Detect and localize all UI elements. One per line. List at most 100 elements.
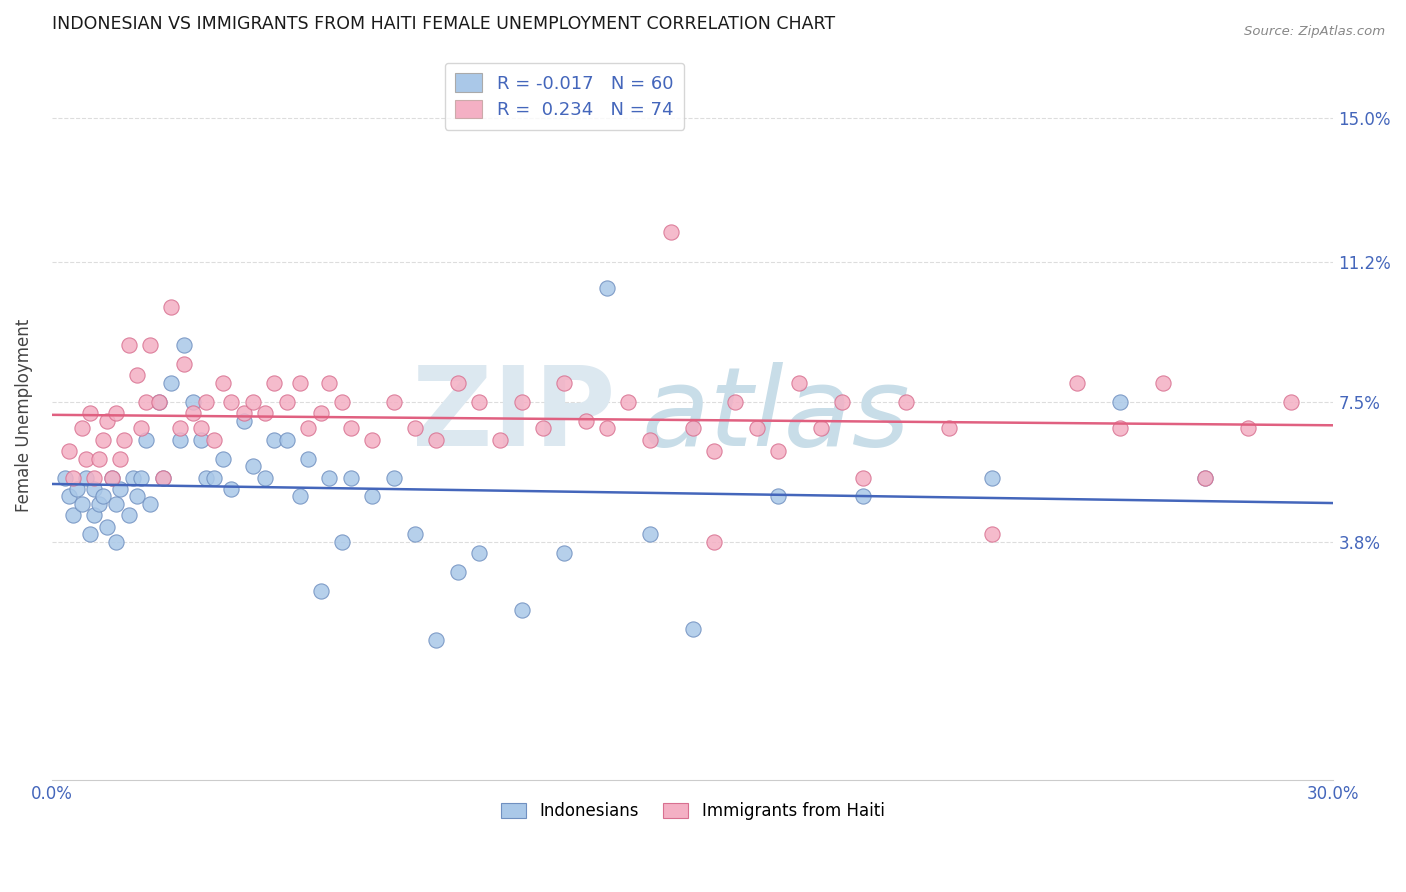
Point (468, 394, 491, 409)
Point (938, 421, 960, 435)
Point (202, 470, 225, 484)
Point (553, 546, 575, 560)
Point (169, 421, 191, 435)
Point (297, 451, 319, 466)
Point (361, 490, 384, 504)
Point (404, 421, 426, 435)
Point (1194, 470, 1216, 484)
Point (79, 527, 101, 541)
Point (1108, 394, 1130, 409)
Point (852, 490, 875, 504)
Point (83, 470, 105, 484)
Point (100, 470, 122, 484)
Point (152, 470, 174, 484)
Point (810, 421, 832, 435)
Point (181, 406, 204, 420)
Point (638, 433, 661, 447)
Point (135, 394, 157, 409)
Y-axis label: Female Unemployment: Female Unemployment (15, 318, 32, 512)
Point (254, 406, 277, 420)
Point (831, 394, 853, 409)
Point (108, 451, 131, 466)
Point (70, 497, 93, 511)
Point (53, 470, 76, 484)
Point (510, 603, 533, 617)
Point (211, 451, 233, 466)
Point (70, 421, 93, 435)
Point (1066, 376, 1088, 390)
Point (117, 338, 139, 352)
Point (361, 433, 384, 447)
Point (766, 490, 789, 504)
Point (330, 394, 353, 409)
Point (190, 433, 212, 447)
Text: ZIP: ZIP (412, 361, 616, 468)
Point (58, 444, 80, 458)
Point (489, 433, 512, 447)
Point (211, 376, 233, 390)
Point (148, 394, 170, 409)
Point (131, 421, 153, 435)
Point (703, 534, 725, 549)
Point (724, 394, 747, 409)
Point (139, 338, 162, 352)
Point (404, 527, 426, 541)
Point (309, 584, 332, 599)
Point (340, 421, 363, 435)
Point (288, 490, 311, 504)
Point (980, 527, 1002, 541)
Point (87, 451, 110, 466)
Point (202, 433, 225, 447)
Point (58, 490, 80, 504)
Point (242, 459, 264, 474)
Point (276, 433, 298, 447)
Point (1279, 394, 1302, 409)
Point (745, 421, 768, 435)
Text: Source: ZipAtlas.com: Source: ZipAtlas.com (1244, 25, 1385, 38)
Point (87, 497, 110, 511)
Point (194, 470, 217, 484)
Legend: Indonesians, Immigrants from Haiti: Indonesians, Immigrants from Haiti (494, 796, 891, 827)
Point (83, 482, 105, 496)
Point (263, 433, 285, 447)
Point (169, 433, 191, 447)
Point (104, 406, 127, 420)
Point (79, 406, 101, 420)
Point (91, 490, 114, 504)
Point (382, 470, 405, 484)
Point (276, 394, 298, 409)
Point (148, 394, 170, 409)
Point (127, 490, 149, 504)
Point (510, 394, 533, 409)
Point (83, 508, 105, 523)
Point (340, 470, 363, 484)
Point (242, 394, 264, 409)
Point (181, 394, 204, 409)
Point (309, 406, 332, 420)
Point (173, 357, 195, 371)
Text: INDONESIAN VS IMMIGRANTS FROM HAITI FEMALE UNEMPLOYMENT CORRELATION CHART: INDONESIAN VS IMMIGRANTS FROM HAITI FEMA… (52, 15, 835, 33)
Point (254, 470, 277, 484)
Point (131, 470, 153, 484)
Point (789, 376, 811, 390)
Point (575, 414, 598, 428)
Point (297, 421, 319, 435)
Point (596, 421, 619, 435)
Point (127, 368, 149, 383)
Point (62, 508, 84, 523)
Point (263, 376, 285, 390)
Point (425, 633, 447, 648)
Point (112, 433, 135, 447)
Point (446, 376, 468, 390)
Point (233, 414, 256, 428)
Point (104, 534, 127, 549)
Point (108, 482, 131, 496)
Point (1152, 376, 1174, 390)
Point (318, 376, 340, 390)
Point (703, 444, 725, 458)
Point (596, 281, 619, 295)
Point (446, 565, 468, 579)
Point (100, 470, 122, 484)
Point (75, 470, 97, 484)
Point (617, 394, 640, 409)
